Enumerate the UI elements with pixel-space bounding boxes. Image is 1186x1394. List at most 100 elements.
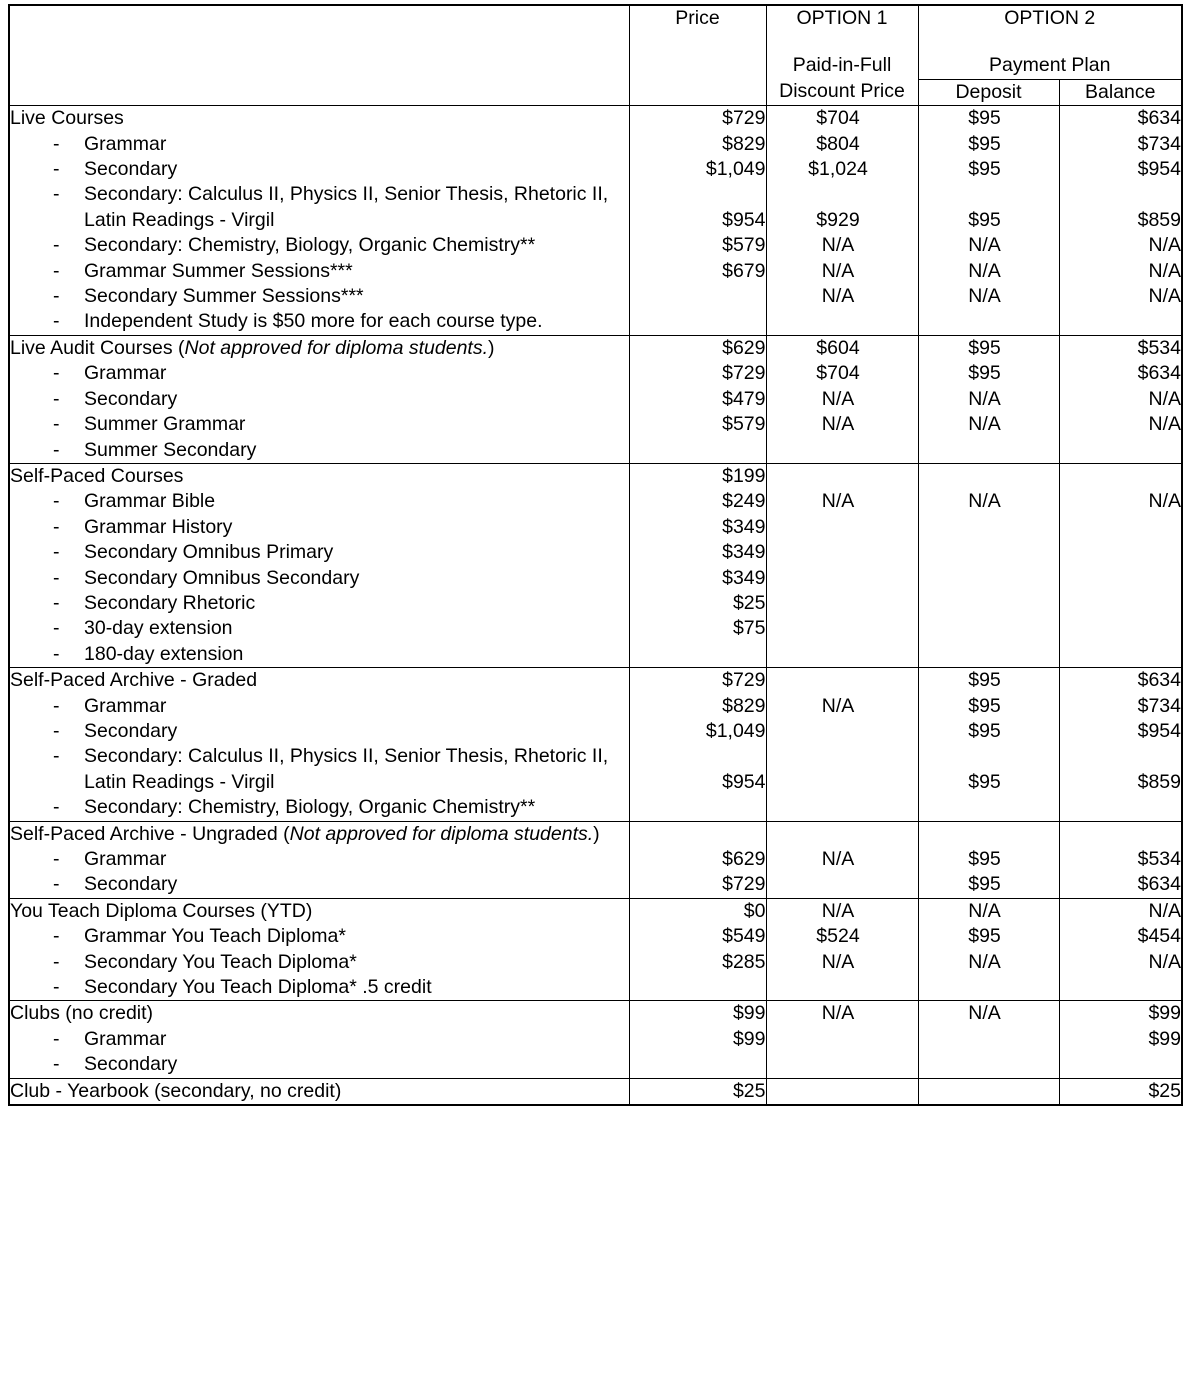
list-item: - Secondary: [10, 1052, 629, 1077]
deposit-column: $95 $95 $95 $95: [917, 667, 1060, 822]
price-column-values: $729 $829 $1,049 $954: [630, 668, 766, 795]
cell-value: $634: [1137, 107, 1181, 130]
deposit-column: $95 $95 $95 $95 N/A N/A N/A: [917, 105, 1060, 336]
value-spacer: [630, 182, 766, 207]
table-row: Live Courses - Grammar - Secondary - Secondary…: [8, 105, 1183, 336]
header-option-2-spacer: [919, 31, 1182, 53]
price-column-values: $199 $249 $349 $349 $349 $25 $75: [630, 464, 766, 642]
discount-column: N/A: [765, 820, 919, 899]
list-item: - Secondary: [10, 387, 629, 412]
balance-column-values: $534 $634 N/A N/A: [1060, 336, 1181, 438]
list-item: - Secondary: [10, 157, 629, 182]
cell-value: N/A: [1148, 490, 1181, 513]
section-title: Live Audit Courses (Not approved for dip…: [10, 336, 495, 359]
cell-value: $95: [968, 770, 1001, 793]
discount-column-values: N/A: [767, 1001, 910, 1026]
cell-value: N/A: [1148, 234, 1181, 257]
table-header: Price OPTION 1 Paid-in-Full Discount Pri…: [8, 4, 1183, 107]
cell-value: $95: [968, 208, 1001, 231]
bullet-dash-icon: -: [53, 310, 60, 333]
list-item: - Grammar: [10, 132, 629, 157]
bullet-dash-icon: -: [53, 413, 60, 436]
cell-value: $25: [732, 591, 766, 614]
cell-value: $349: [722, 566, 766, 589]
bullet-dash-icon: -: [53, 490, 60, 513]
cell-value: $249: [722, 490, 766, 513]
cell-value: N/A: [968, 387, 1001, 410]
list-item: - Secondary Omnibus Primary: [10, 540, 629, 565]
section-title: Clubs (no credit): [10, 1002, 154, 1025]
cell-value: N/A: [968, 234, 1001, 257]
balance-column-values: N/A $454 N/A: [1060, 899, 1181, 975]
value-spacer: [630, 284, 766, 309]
cell-value: N/A: [968, 285, 1001, 308]
balance-column-values: N/A: [1060, 464, 1181, 515]
list-item: - Secondary: [10, 872, 629, 897]
deposit-column-values: $95 $95 N/A N/A: [919, 336, 1051, 438]
cell-value: $549: [722, 925, 766, 948]
section-title: Self-Paced Archive - Graded: [10, 669, 258, 692]
list-item: - Grammar: [10, 694, 629, 719]
section-item-list: - Grammar - Secondary: [10, 1027, 629, 1078]
list-item: - Secondary: Chemistry, Biology, Organic …: [10, 233, 629, 258]
discount-column: N/A: [765, 462, 919, 669]
cell-value: $859: [1137, 208, 1181, 231]
cell-value: N/A: [968, 259, 1001, 282]
cell-value: $729: [722, 362, 766, 385]
pricing-table: Price OPTION 1 Paid-in-Full Discount Pri…: [8, 4, 1183, 1107]
cell-value: $95: [968, 158, 1001, 181]
cell-value: N/A: [1148, 413, 1181, 436]
deposit-column-values: N/A $95 N/A: [919, 899, 1051, 975]
cell-value: $804: [816, 132, 860, 155]
section-item-list: - Grammar - Secondary - Summer Grammar - Summer…: [10, 361, 629, 463]
cell-value: $629: [722, 848, 766, 870]
table-row: Clubs (no credit) - Grammar - Secondary $99 $9…: [8, 1000, 1183, 1079]
cell-value: $954: [1137, 719, 1181, 742]
cell-value: $1,049: [705, 719, 766, 742]
value-spacer: [767, 822, 910, 847]
list-item: - Grammar Bible: [10, 489, 629, 514]
section-description: Live Audit Courses (Not approved for dip…: [8, 334, 630, 464]
cell-value: $349: [722, 515, 766, 538]
cell-value: $75: [732, 617, 766, 640]
bullet-dash-icon: -: [53, 976, 60, 999]
list-item: - Grammar You Teach Diploma*: [10, 924, 629, 949]
bullet-dash-icon: -: [53, 591, 60, 614]
bullet-dash-icon: -: [53, 873, 60, 896]
cell-value: $829: [722, 694, 766, 717]
cell-value: $285: [722, 950, 766, 973]
discount-column-values: N/A $524 N/A: [767, 899, 910, 975]
balance-column: $634 $734 $954 $859 N/A N/A N/A: [1058, 105, 1183, 336]
cell-value: $729: [722, 873, 766, 896]
cell-value: $25: [732, 1079, 766, 1102]
cell-value: N/A: [968, 950, 1001, 973]
bullet-dash-icon: -: [53, 387, 60, 410]
section-title: Self-Paced Courses: [10, 464, 184, 487]
price-column: $99 $99: [628, 1000, 767, 1079]
value-spacer: [630, 822, 766, 847]
cell-value: $704: [816, 107, 860, 130]
cell-value: $99: [732, 1002, 766, 1025]
deposit-column-values: $95 $95: [919, 822, 1051, 898]
cell-value: $629: [722, 336, 766, 359]
bullet-dash-icon: -: [53, 796, 60, 819]
table-row: Live Audit Courses (Not approved for dip…: [8, 334, 1183, 464]
cell-value: $929: [816, 208, 860, 231]
cell-value: N/A: [1148, 285, 1181, 308]
cell-value: $579: [722, 413, 766, 436]
cell-value: $0: [743, 899, 766, 922]
deposit-column: N/A: [917, 1000, 1060, 1079]
price-column-values: $729 $829 $1,049 $954 $579 $679: [630, 106, 766, 309]
cell-value: N/A: [821, 694, 855, 717]
discount-column-values: [767, 1079, 910, 1104]
discount-column: $604 $704 N/A N/A: [765, 334, 919, 464]
list-item: - Summer Secondary: [10, 438, 629, 463]
section-item-list: - Grammar You Teach Diploma* - Secondary Yo…: [10, 924, 629, 1000]
list-item: - Secondary: [10, 719, 629, 744]
bullet-dash-icon: -: [53, 234, 60, 257]
cell-value: $95: [968, 694, 1001, 717]
section-description: You Teach Diploma Courses (YTD) - Grammar …: [8, 897, 630, 1002]
header-row-top: Price OPTION 1 Paid-in-Full Discount Pri…: [8, 4, 1183, 107]
cell-value: $95: [968, 669, 1001, 692]
deposit-column-values: N/A: [919, 1001, 1051, 1026]
